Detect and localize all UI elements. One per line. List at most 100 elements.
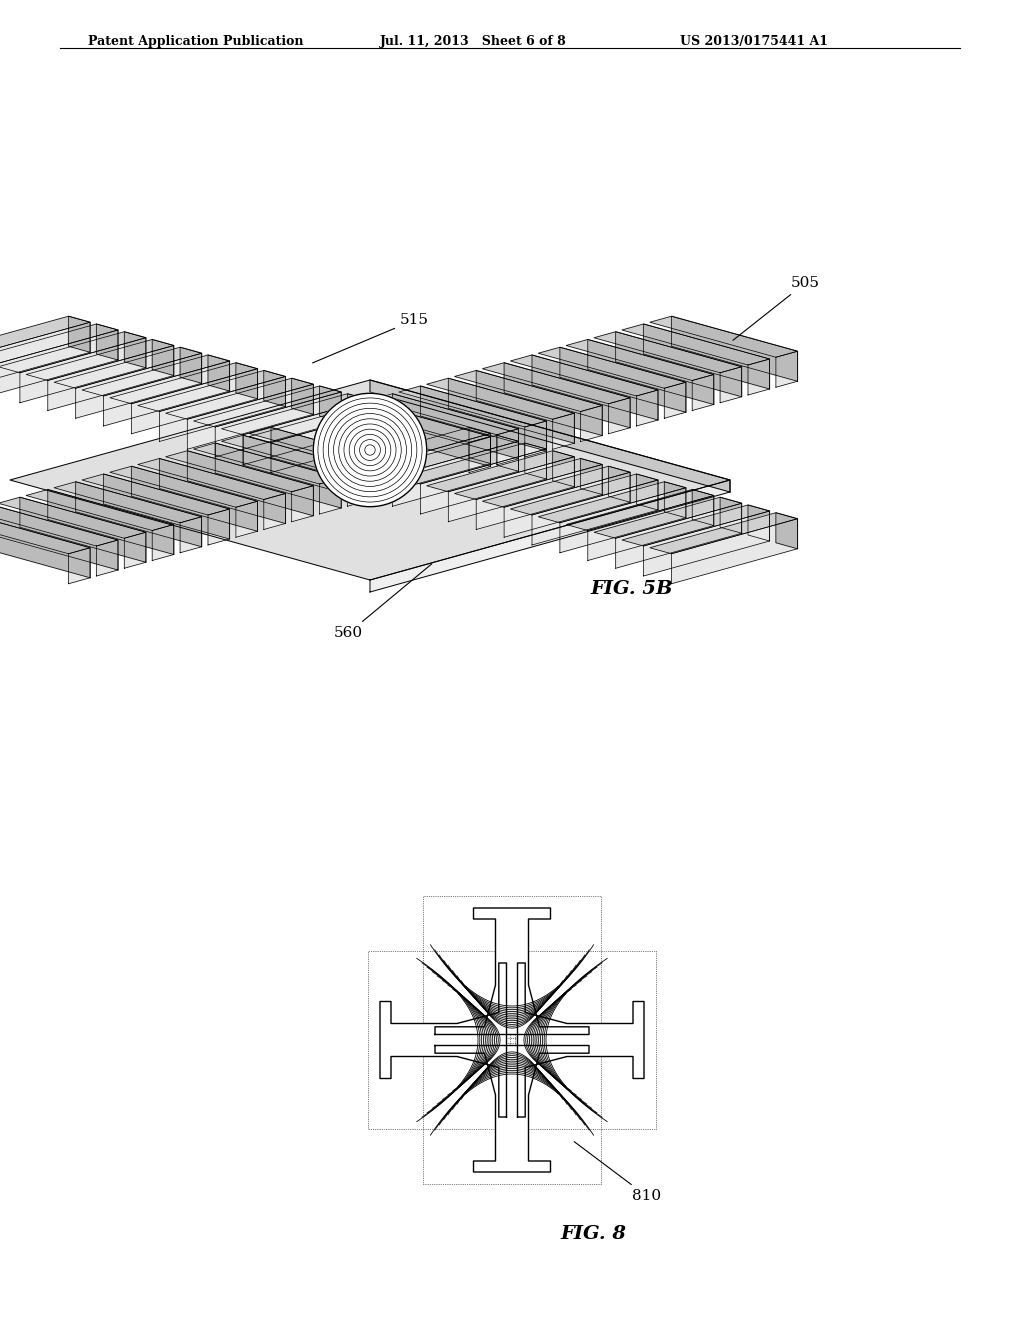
Polygon shape — [720, 498, 741, 533]
Polygon shape — [160, 376, 286, 441]
Polygon shape — [476, 465, 602, 529]
Polygon shape — [264, 371, 286, 407]
Polygon shape — [692, 490, 714, 525]
Polygon shape — [103, 360, 229, 426]
Polygon shape — [96, 540, 118, 576]
Polygon shape — [517, 964, 644, 1117]
Text: 515: 515 — [312, 313, 429, 363]
Polygon shape — [0, 512, 90, 554]
Polygon shape — [622, 323, 770, 366]
Polygon shape — [124, 331, 145, 368]
Polygon shape — [180, 347, 202, 383]
Polygon shape — [482, 466, 630, 507]
Polygon shape — [343, 401, 490, 442]
Polygon shape — [553, 413, 574, 449]
Polygon shape — [347, 393, 369, 430]
Polygon shape — [69, 548, 90, 583]
Polygon shape — [0, 331, 145, 372]
Polygon shape — [0, 512, 90, 578]
Polygon shape — [776, 512, 798, 549]
Polygon shape — [0, 506, 118, 570]
Polygon shape — [692, 375, 714, 411]
Polygon shape — [215, 444, 341, 508]
Polygon shape — [650, 317, 798, 358]
Polygon shape — [292, 379, 313, 414]
Polygon shape — [131, 466, 257, 531]
Polygon shape — [0, 317, 90, 358]
Polygon shape — [376, 401, 397, 437]
Polygon shape — [69, 317, 90, 352]
Polygon shape — [539, 347, 686, 388]
Polygon shape — [622, 506, 770, 546]
Polygon shape — [553, 450, 574, 487]
Polygon shape — [76, 482, 202, 546]
Polygon shape — [510, 355, 658, 396]
Polygon shape — [124, 532, 145, 568]
Polygon shape — [271, 408, 397, 473]
Text: US 2013/0175441 A1: US 2013/0175441 A1 — [680, 36, 828, 48]
Polygon shape — [435, 1045, 589, 1172]
Polygon shape — [524, 421, 547, 457]
Polygon shape — [588, 495, 714, 561]
Polygon shape — [497, 436, 518, 471]
Polygon shape — [347, 470, 369, 507]
Polygon shape — [398, 444, 547, 484]
Polygon shape — [615, 503, 741, 568]
Polygon shape — [469, 437, 490, 473]
Polygon shape — [264, 494, 286, 529]
Polygon shape — [194, 385, 341, 426]
Polygon shape — [497, 429, 518, 465]
Polygon shape — [138, 371, 286, 412]
Polygon shape — [180, 516, 202, 553]
Polygon shape — [615, 331, 741, 397]
Polygon shape — [110, 466, 257, 507]
Polygon shape — [476, 371, 602, 436]
Polygon shape — [10, 380, 730, 579]
Polygon shape — [138, 458, 286, 499]
Polygon shape — [54, 482, 202, 523]
Polygon shape — [243, 400, 369, 465]
Polygon shape — [427, 450, 574, 492]
Polygon shape — [370, 480, 730, 591]
Polygon shape — [380, 964, 507, 1117]
Polygon shape — [160, 458, 286, 524]
Polygon shape — [48, 346, 174, 411]
Polygon shape — [153, 524, 174, 561]
Polygon shape — [221, 436, 369, 477]
Polygon shape — [665, 482, 686, 517]
Polygon shape — [187, 384, 313, 449]
Polygon shape — [271, 428, 397, 492]
Polygon shape — [636, 389, 658, 426]
Polygon shape — [524, 444, 547, 479]
Text: FIG. 8: FIG. 8 — [560, 1225, 626, 1243]
Polygon shape — [221, 393, 369, 434]
Polygon shape — [370, 380, 730, 492]
Polygon shape — [187, 450, 313, 516]
Polygon shape — [748, 359, 770, 395]
Polygon shape — [27, 490, 174, 531]
Polygon shape — [292, 486, 313, 521]
Polygon shape — [82, 474, 229, 515]
Polygon shape — [594, 498, 741, 539]
Circle shape — [313, 393, 427, 507]
Polygon shape — [54, 347, 202, 388]
Polygon shape — [449, 379, 574, 444]
Polygon shape — [96, 323, 118, 360]
Polygon shape — [672, 519, 798, 583]
Polygon shape — [194, 444, 341, 484]
Polygon shape — [644, 323, 770, 389]
Polygon shape — [153, 339, 174, 375]
Polygon shape — [566, 339, 714, 380]
Polygon shape — [392, 441, 518, 507]
Polygon shape — [532, 355, 658, 420]
Polygon shape — [469, 428, 490, 463]
Polygon shape — [482, 363, 630, 404]
Polygon shape — [215, 392, 341, 457]
Text: FIG. 5B: FIG. 5B — [590, 579, 673, 598]
Polygon shape — [398, 385, 547, 426]
Text: 810: 810 — [574, 1142, 662, 1203]
Polygon shape — [110, 363, 257, 404]
Polygon shape — [581, 405, 602, 441]
Polygon shape — [0, 322, 90, 387]
Polygon shape — [449, 457, 574, 521]
